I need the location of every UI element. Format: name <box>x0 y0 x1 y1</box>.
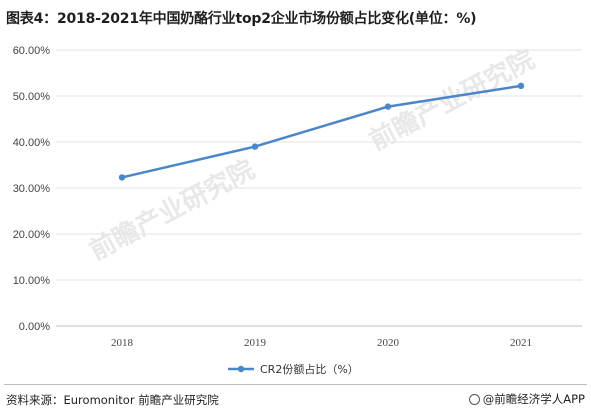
data-point <box>118 174 126 181</box>
x-axis-ticks: 2018 2019 2020 2021 <box>111 337 532 349</box>
brand-logo-icon <box>468 394 480 405</box>
legend-marker <box>237 365 245 373</box>
series-points <box>118 82 525 181</box>
y-tick-label: 50.00% <box>13 91 51 103</box>
y-tick-label: 60.00% <box>13 45 51 57</box>
y-axis-ticks: 0.00% 10.00% 20.00% 30.00% 40.00% 50.00% 60.00… <box>13 45 51 333</box>
data-point <box>517 82 525 90</box>
gridlines <box>56 49 582 327</box>
x-tick-label: 2019 <box>244 337 267 349</box>
y-tick-label: 30.00% <box>13 183 51 195</box>
data-point <box>384 103 392 110</box>
y-tick-label: 40.00% <box>13 137 51 149</box>
y-tick-label: 10.00% <box>13 275 51 287</box>
x-tick-label: 2018 <box>111 337 134 349</box>
y-tick-label: 20.00% <box>13 229 51 241</box>
data-point <box>251 143 259 150</box>
brand-text: @前瞻经济学人APP <box>482 392 585 406</box>
footer: 资料来源：Euromonitor 前瞻产业研究院 @前瞻经济学人APP <box>0 384 591 418</box>
x-tick-label: 2021 <box>510 337 532 349</box>
y-tick-label: 0.00% <box>19 321 50 333</box>
footer-divider <box>4 384 587 385</box>
line-chart: 0.00% 10.00% 20.00% 30.00% 40.00% 50.00% 60.00… <box>13 45 582 376</box>
brand-credit: @前瞻经济学人APP <box>468 391 585 407</box>
x-tick-label: 2020 <box>377 337 400 349</box>
legend: CR2份额占比（%） <box>228 362 359 376</box>
chart-title: 图表4：2018-2021年中国奶酪行业top2企业市场份额占比变化(单位：%) <box>6 11 477 27</box>
source-note: 资料来源：Euromonitor 前瞻产业研究院 <box>6 393 219 407</box>
series-lines <box>121 84 522 179</box>
series-line <box>121 84 522 179</box>
legend-label: CR2份额占比（%） <box>260 362 359 376</box>
